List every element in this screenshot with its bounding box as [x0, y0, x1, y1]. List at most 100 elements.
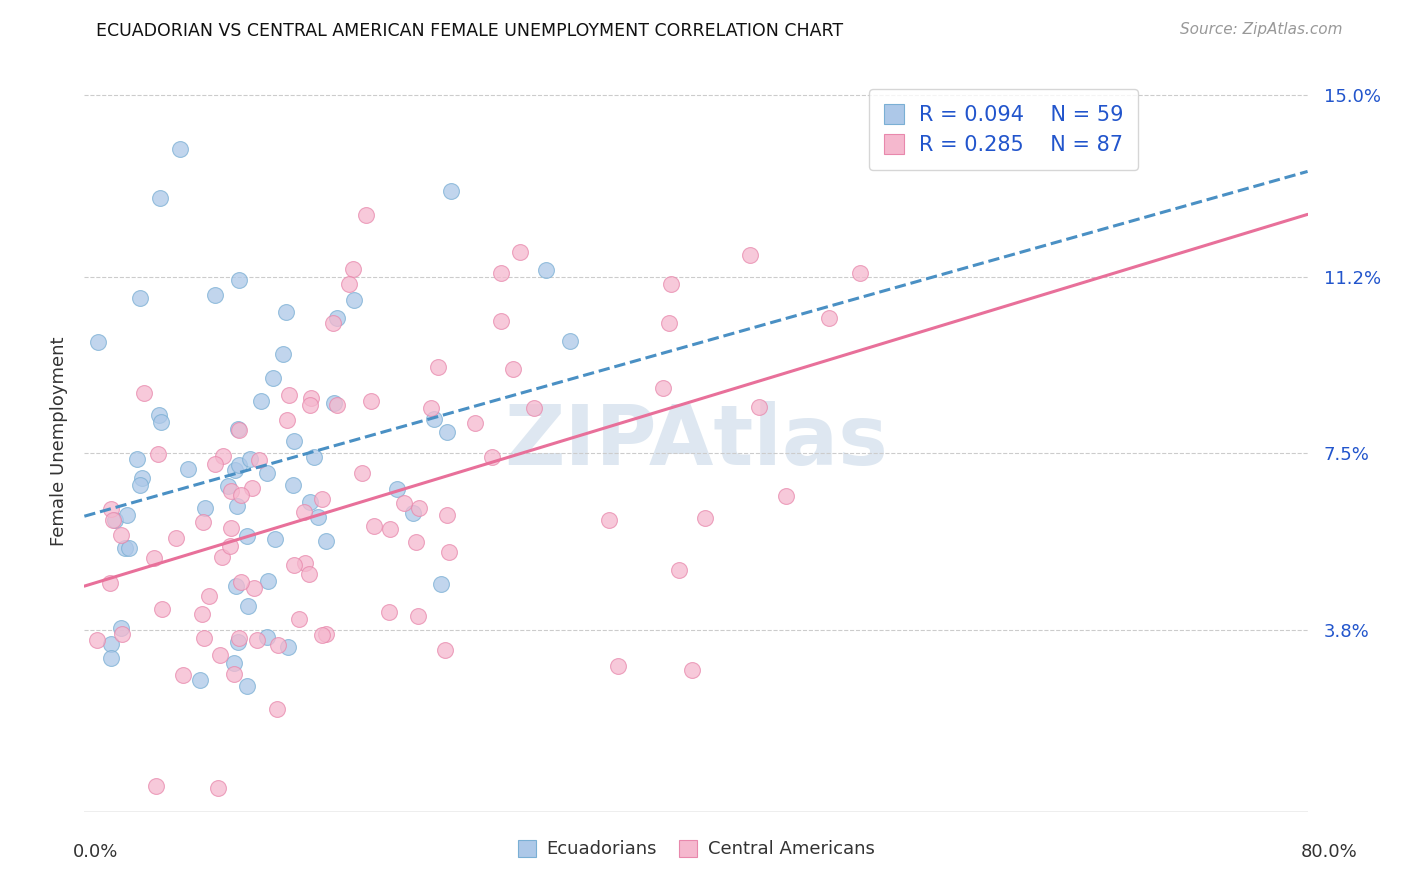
- Point: [165, 531, 187, 545]
- Point: [191, 607, 214, 621]
- Y-axis label: Female Unemployment: Female Unemployment: [49, 337, 67, 546]
- Point: [437, 545, 460, 559]
- Point: [100, 501, 122, 516]
- Point: [236, 529, 259, 543]
- Point: [748, 400, 770, 414]
- Point: [287, 612, 309, 626]
- Point: [228, 458, 250, 472]
- Point: [224, 462, 246, 476]
- Point: [659, 277, 682, 291]
- Point: [242, 482, 264, 496]
- Point: [283, 477, 305, 491]
- Point: [87, 335, 110, 350]
- Point: [172, 668, 194, 682]
- Point: [277, 640, 299, 654]
- Point: [110, 528, 132, 542]
- Point: [560, 334, 582, 349]
- Point: [304, 450, 326, 464]
- Point: [114, 541, 136, 555]
- Point: [378, 521, 401, 535]
- Point: [149, 191, 172, 205]
- Point: [356, 208, 378, 222]
- Point: [436, 425, 458, 440]
- Point: [267, 638, 290, 652]
- Point: [385, 482, 408, 496]
- Point: [86, 633, 108, 648]
- Point: [100, 638, 122, 652]
- Point: [217, 479, 239, 493]
- Point: [668, 563, 690, 577]
- Point: [177, 461, 200, 475]
- Point: [440, 184, 463, 198]
- Point: [117, 508, 139, 523]
- Point: [378, 605, 401, 619]
- Point: [100, 575, 122, 590]
- Point: [256, 630, 278, 644]
- Point: [100, 651, 122, 665]
- Point: [271, 346, 294, 360]
- Point: [849, 266, 872, 280]
- Point: [148, 408, 170, 422]
- Legend: Ecuadorians, Central Americans: Ecuadorians, Central Americans: [510, 832, 882, 865]
- Point: [243, 581, 266, 595]
- Text: ZIPAtlas: ZIPAtlas: [503, 401, 889, 482]
- Point: [228, 273, 250, 287]
- Point: [208, 648, 231, 662]
- Point: [436, 508, 458, 523]
- Point: [651, 380, 673, 394]
- Point: [299, 391, 322, 405]
- Point: [222, 656, 245, 670]
- Point: [256, 466, 278, 480]
- Point: [402, 506, 425, 520]
- Point: [311, 491, 333, 506]
- Point: [817, 310, 839, 325]
- Point: [420, 401, 443, 415]
- Point: [427, 359, 450, 374]
- Point: [129, 478, 152, 492]
- Point: [250, 394, 273, 409]
- Point: [299, 495, 322, 509]
- Point: [315, 533, 337, 548]
- Point: [188, 673, 211, 687]
- Point: [204, 287, 226, 301]
- Point: [775, 489, 797, 503]
- Point: [276, 413, 298, 427]
- Point: [323, 396, 346, 410]
- Point: [322, 317, 344, 331]
- Point: [264, 532, 287, 546]
- Text: 0.0%: 0.0%: [73, 843, 118, 861]
- Point: [226, 499, 249, 513]
- Point: [342, 262, 364, 277]
- Point: [423, 411, 446, 425]
- Point: [247, 452, 270, 467]
- Point: [219, 521, 242, 535]
- Point: [204, 457, 226, 471]
- Point: [212, 450, 235, 464]
- Point: [228, 632, 250, 646]
- Point: [222, 666, 245, 681]
- Point: [142, 551, 165, 566]
- Point: [481, 450, 503, 464]
- Point: [299, 398, 322, 412]
- Point: [226, 421, 249, 435]
- Point: [360, 394, 382, 409]
- Point: [509, 244, 531, 259]
- Point: [283, 434, 305, 448]
- Point: [326, 311, 349, 326]
- Point: [607, 659, 630, 673]
- Point: [343, 293, 366, 308]
- Point: [194, 501, 217, 516]
- Point: [408, 500, 430, 515]
- Text: 80.0%: 80.0%: [1301, 843, 1357, 861]
- Point: [363, 519, 385, 533]
- Point: [229, 488, 252, 502]
- Point: [118, 541, 141, 556]
- Point: [405, 535, 427, 549]
- Point: [257, 574, 280, 588]
- Point: [219, 539, 242, 553]
- Point: [406, 608, 429, 623]
- Point: [266, 702, 288, 716]
- Point: [294, 556, 316, 570]
- Point: [129, 291, 152, 305]
- Point: [131, 471, 153, 485]
